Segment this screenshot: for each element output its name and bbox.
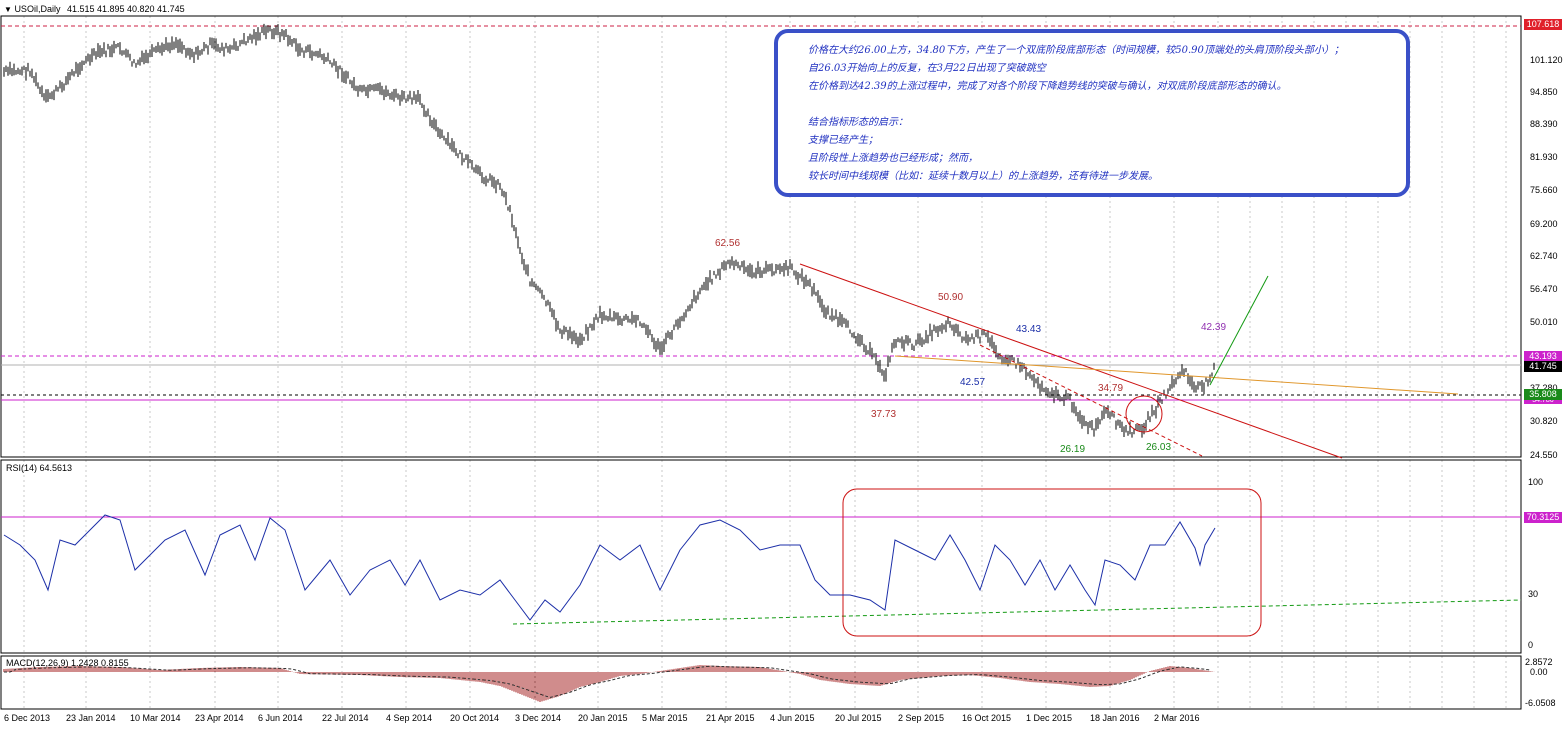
rsi-axis-label: 100: [1528, 477, 1544, 487]
time-axis-label: 4 Jun 2015: [770, 713, 815, 723]
price-tag-lower-hidden: 34.786: [1524, 397, 1562, 404]
price-tag-upper: 43.193: [1524, 351, 1562, 362]
symbol-label: USOil,Daily: [14, 4, 61, 14]
time-axis-label: 20 Oct 2014: [450, 713, 500, 723]
price-axis-label: 69.200: [1530, 219, 1558, 229]
rsi-panel-frame: [0, 459, 1522, 654]
analysis-line: 自26.03开始向上的反复，在3月22日出现了突破跳空: [808, 63, 1046, 74]
symbol-header: ▼ USOil,Daily 41.515 41.895 40.820 41.74…: [4, 4, 185, 14]
time-axis-label: 5 Mar 2015: [642, 713, 688, 723]
time-axis-label: 21 Apr 2015: [706, 713, 755, 723]
time-axis-label: 2 Mar 2016: [1154, 713, 1200, 723]
time-axis-label: 20 Jul 2015: [835, 713, 882, 723]
rsi-highlight-box[interactable]: [842, 488, 1262, 637]
price-tag-lower: 35.808: [1524, 389, 1562, 400]
price-tag-top: 107.618: [1524, 19, 1562, 30]
analysis-line: 较长时间中线规模（比如：延续十数月以上）的上涨趋势，还有待进一步发展。: [808, 171, 1158, 182]
price-panel-frame: [0, 15, 1522, 458]
price-axis-label: 94.850: [1530, 87, 1558, 97]
rsi-level-tag: 70.3125: [1524, 512, 1562, 523]
time-axis-label: 22 Jul 2014: [322, 713, 369, 723]
level-label-42-57: 42.57: [960, 377, 986, 388]
ohlc-values: 41.515 41.895 40.820 41.745: [66, 4, 185, 14]
rsi-support-line[interactable]: [512, 599, 1522, 625]
level-label-26-19: 26.19: [1060, 444, 1086, 455]
analysis-line: 在价格到达42.39的上涨过程中，完成了对各个阶段下降趋势线的突破与确认，对双底…: [808, 81, 1287, 92]
price-tag-current: 41.745: [1524, 361, 1562, 372]
level-label-62-56: 62.56: [715, 238, 741, 249]
level-label-37-73: 37.73: [871, 409, 897, 420]
breakout-gap-circle[interactable]: [1125, 395, 1163, 433]
price-axis-label: 81.930: [1530, 152, 1558, 162]
time-axis-label: 1 Dec 2015: [1026, 713, 1073, 723]
analysis-line: 支撑已经产生；: [808, 135, 878, 146]
price-axis-label: 24.550: [1530, 450, 1558, 460]
time-axis-label: 2 Sep 2015: [898, 713, 945, 723]
time-axis-label: 6 Dec 2013: [4, 713, 51, 723]
analysis-line: 结合指标形态的启示：: [808, 117, 908, 128]
green-uptrend-line[interactable]: [1209, 275, 1269, 386]
level-label-42-39: 42.39: [1201, 322, 1227, 333]
red-dashed-trend-line[interactable]: [979, 344, 1203, 457]
macd-title: MACD(12,26,9) 1.2428 0.8155: [6, 658, 129, 668]
red-downtrend-line[interactable]: [799, 263, 1343, 459]
level-label-34-79: 34.79: [1098, 383, 1124, 394]
price-axis-label: 30.820: [1530, 416, 1558, 426]
time-axis-label: 3 Dec 2014: [515, 713, 562, 723]
price-axis-label: 101.120: [1530, 55, 1563, 65]
price-axis-label: 56.470: [1530, 284, 1558, 294]
price-axis-label: 75.660: [1530, 185, 1558, 195]
price-axis-label: 37.280: [1530, 383, 1558, 393]
time-axis-label: 23 Apr 2014: [195, 713, 244, 723]
level-label-43-43: 43.43: [1016, 324, 1042, 335]
rsi-title: RSI(14) 64.5613: [6, 463, 73, 473]
price-axis-label: 62.740: [1530, 251, 1558, 261]
analysis-line: 价格在大约26.00上方，34.80下方，产生了一个双底阶段底部形态（时间规模，…: [808, 45, 1344, 56]
price-axis-label: 50.010: [1530, 317, 1558, 327]
time-axis-label: 4 Sep 2014: [386, 713, 433, 723]
macd-axis-label: -6.0508: [1525, 698, 1556, 708]
macd-axis-label: 0.00: [1530, 667, 1548, 677]
analysis-note-box[interactable]: 价格在大约26.00上方，34.80下方，产生了一个双底阶段底部形态（时间规模，…: [774, 29, 1410, 197]
chart-grid: [23, 16, 1507, 709]
macd-panel-frame: [0, 655, 1522, 710]
rsi-line: [3, 514, 1216, 621]
price-bars: [3, 23, 1215, 438]
rsi-axis-label: 30: [1528, 589, 1539, 599]
macd-histogram: [3, 665, 1215, 702]
macd-axis-label: 2.8572: [1525, 657, 1553, 667]
orange-neckline[interactable]: [894, 355, 1459, 395]
time-axis-label: 20 Jan 2015: [578, 713, 628, 723]
time-axis-label: 16 Oct 2015: [962, 713, 1012, 723]
time-axis-label: 6 Jun 2014: [258, 713, 303, 723]
time-axis-label: 18 Jan 2016: [1090, 713, 1140, 723]
level-label-50-90: 50.90: [938, 292, 964, 303]
rsi-axis-label: 0: [1528, 640, 1534, 650]
time-axis-label: 23 Jan 2014: [66, 713, 116, 723]
level-label-26-03: 26.03: [1146, 442, 1172, 453]
macd-signal-line: [4, 665, 1211, 699]
chevron-down-icon[interactable]: ▼: [4, 5, 12, 14]
time-axis-label: 10 Mar 2014: [130, 713, 181, 723]
price-axis-label: 88.390: [1530, 119, 1558, 129]
analysis-line: 且阶段性上涨趋势也已经形成；然而，: [808, 153, 978, 164]
